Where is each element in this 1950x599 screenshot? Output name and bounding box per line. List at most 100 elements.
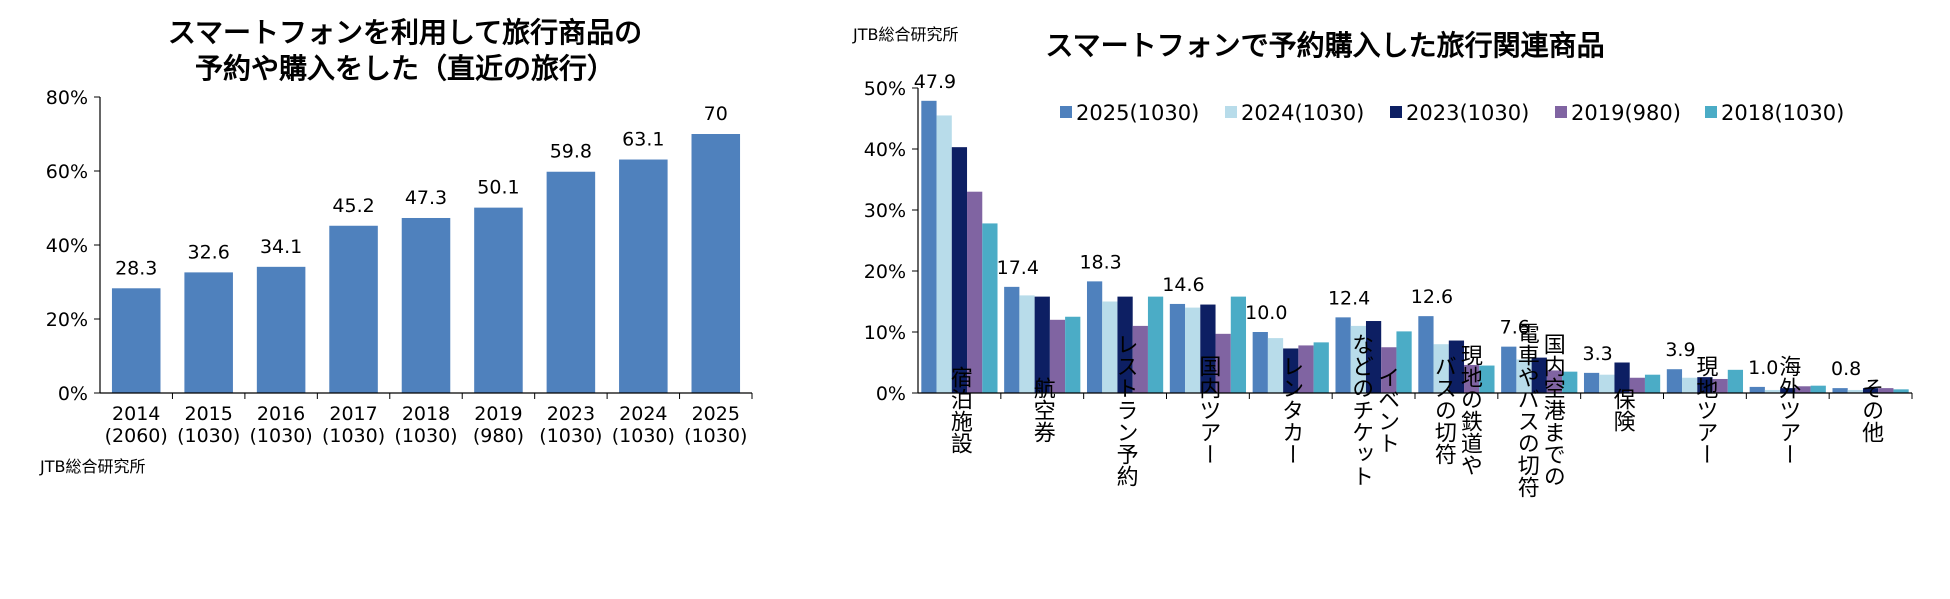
- left-x-tick-label: (1030): [684, 425, 747, 447]
- left-y-tick-label: 40%: [46, 235, 88, 257]
- right-x-tick-label: 電車やバスの切符: [1514, 322, 1540, 498]
- right-bar: [1697, 377, 1713, 393]
- right-bar-value-label: 7.6: [1500, 317, 1530, 339]
- right-bar-value-label: 1.0: [1748, 357, 1778, 379]
- right-bar-value-label: 3.9: [1665, 339, 1695, 361]
- right-x-tick-label: 海外ツアー: [1775, 355, 1801, 465]
- right-x-tick-label: 国内ツアー: [1195, 355, 1220, 465]
- left-bar: [619, 159, 668, 393]
- right-bar: [1267, 338, 1284, 393]
- right-bar: [936, 115, 952, 393]
- left-x-tick-label: (1030): [322, 425, 385, 447]
- left-x-tick-label: (1030): [177, 425, 240, 447]
- right-bar: [1614, 362, 1630, 393]
- right-bar: [1832, 388, 1848, 393]
- left-bar-value-label: 28.3: [115, 257, 157, 279]
- left-x-tick-label: (1030): [612, 425, 675, 447]
- right-legend-label: 2024(1030): [1241, 101, 1364, 125]
- left-x-tick-label: 2016: [257, 403, 305, 425]
- left-x-tick-label: (2060): [105, 425, 168, 447]
- right-bar: [1795, 386, 1811, 393]
- left-x-tick-label: 2015: [184, 403, 232, 425]
- left-bar: [474, 207, 523, 393]
- right-bar-value-label: 14.6: [1162, 274, 1204, 296]
- left-bar-value-label: 47.3: [405, 187, 447, 209]
- right-bar-value-label: 0.8: [1831, 358, 1861, 380]
- right-bar: [1501, 346, 1517, 393]
- right-bar: [1381, 347, 1397, 393]
- right-bar: [1531, 357, 1547, 393]
- left-x-tick-label: (1030): [539, 425, 602, 447]
- right-x-tick-label: レストラン予約: [1113, 333, 1139, 487]
- left-chart-title-line-1: スマートフォンを利用して旅行商品の: [168, 16, 642, 49]
- left-bar: [111, 288, 161, 393]
- left-y-tick-label: 60%: [46, 161, 88, 183]
- right-chart: スマートフォンで予約購入した旅行関連商品 JTB総合研究所 2025(1030)…: [852, 25, 1913, 498]
- right-bar: [1283, 348, 1299, 393]
- right-x-tick-label: 航空券: [1030, 377, 1056, 443]
- right-bar: [967, 191, 983, 393]
- right-bar: [1230, 296, 1247, 393]
- right-bar-value-label: 17.4: [997, 257, 1039, 279]
- left-x-tick-label: 2024: [619, 403, 667, 425]
- left-y-tick-label: 20%: [46, 309, 88, 331]
- right-y-tick-label: 50%: [864, 78, 906, 100]
- right-bar: [1727, 369, 1744, 393]
- right-bar: [1252, 332, 1268, 393]
- right-bar: [951, 147, 968, 393]
- right-bar: [1764, 389, 1781, 393]
- right-bar: [1433, 344, 1449, 393]
- right-x-tick-label: 保険: [1610, 388, 1636, 432]
- right-bar: [1049, 319, 1066, 393]
- right-legend-swatch: [1060, 106, 1072, 118]
- right-bar: [1878, 388, 1894, 393]
- right-y-tick-label: 40%: [864, 139, 906, 161]
- right-bar-value-label: 12.6: [1411, 286, 1453, 308]
- right-bar: [1644, 374, 1661, 393]
- right-bar: [1893, 389, 1909, 393]
- right-bar-value-label: 3.3: [1582, 343, 1612, 365]
- left-x-tick-label: 2023: [547, 403, 595, 425]
- left-x-tick-label: 2017: [329, 403, 377, 425]
- left-x-tick-label: 2018: [402, 403, 450, 425]
- right-legend-label: 2018(1030): [1721, 101, 1844, 125]
- right-bar: [1629, 377, 1645, 393]
- right-bar: [1546, 370, 1563, 393]
- left-bar: [546, 171, 596, 393]
- right-bar: [1396, 331, 1412, 393]
- right-x-tick-label: 現地ツアー: [1692, 355, 1718, 465]
- right-x-tick-label: 宿泊施設: [947, 366, 973, 454]
- right-bar: [1448, 340, 1465, 393]
- right-bar: [1350, 325, 1366, 393]
- right-y-tick-label: 20%: [864, 261, 906, 283]
- left-x-tick-label: 2019: [474, 403, 522, 425]
- left-bar-value-label: 63.1: [622, 129, 664, 151]
- left-bar: [256, 266, 306, 393]
- right-bar: [1065, 316, 1081, 393]
- left-bar-value-label: 32.6: [188, 241, 230, 263]
- right-legend-swatch: [1705, 106, 1717, 118]
- right-bar: [1102, 301, 1118, 393]
- left-x-tick-label: (980): [473, 425, 524, 447]
- right-legend-label: 2019(980): [1571, 101, 1681, 125]
- right-bar: [1562, 371, 1578, 393]
- left-x-tick-label: 2014: [112, 403, 160, 425]
- left-y-tick-label: 80%: [46, 87, 88, 109]
- right-x-tick-label: バスの切符: [1431, 355, 1457, 465]
- right-bar: [1004, 286, 1020, 393]
- right-x-tick-label: レンタカー: [1278, 355, 1303, 465]
- right-chart-title: スマートフォンで予約購入した旅行関連商品: [1045, 29, 1604, 62]
- right-y-tick-label: 0%: [876, 383, 906, 405]
- right-bar: [982, 223, 998, 393]
- right-bar: [1847, 389, 1863, 393]
- right-bar-value-label: 10.0: [1245, 302, 1287, 324]
- right-bar: [1682, 377, 1698, 393]
- right-bar: [1780, 388, 1796, 393]
- right-legend-swatch: [1225, 106, 1237, 118]
- left-y-tick-label: 0%: [58, 383, 88, 405]
- right-bar-value-label: 47.9: [914, 71, 956, 93]
- right-x-tick-label: その他: [1858, 377, 1884, 443]
- right-bar: [1185, 307, 1201, 393]
- right-bar: [1666, 369, 1683, 393]
- right-bar: [1516, 359, 1532, 393]
